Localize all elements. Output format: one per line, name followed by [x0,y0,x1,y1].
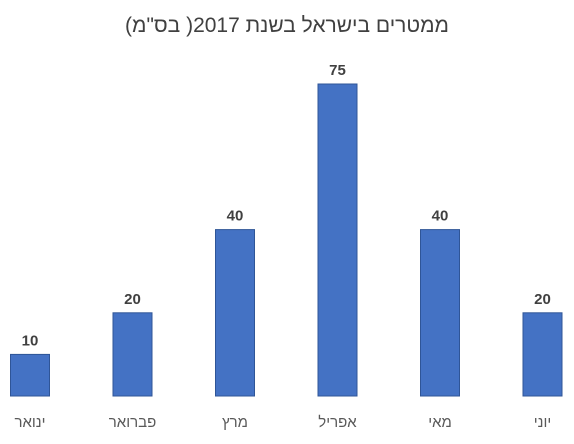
bar-1 [112,312,153,397]
category-label-1: פברואר [109,414,156,431]
bar-3 [317,83,358,397]
bar-0 [10,353,50,397]
data-label-4: 40 [432,208,449,225]
bar-4 [420,229,460,397]
category-label-3: אפריל [318,414,357,431]
data-label-3: 75 [329,62,346,79]
category-label-5: יוני [534,414,552,431]
chart-title: ממטרים בישראל בשנת 2017( בס"מ) [125,14,449,37]
category-label-4: מאי [428,414,452,431]
category-label-0: ינואר [14,414,45,431]
data-label-2: 40 [227,208,244,225]
bar-2 [215,229,255,397]
data-label-1: 20 [124,291,141,308]
bar-5 [522,312,563,397]
data-label-0: 10 [22,332,39,349]
data-label-5: 20 [534,291,551,308]
category-label-2: מרץ [222,414,248,431]
